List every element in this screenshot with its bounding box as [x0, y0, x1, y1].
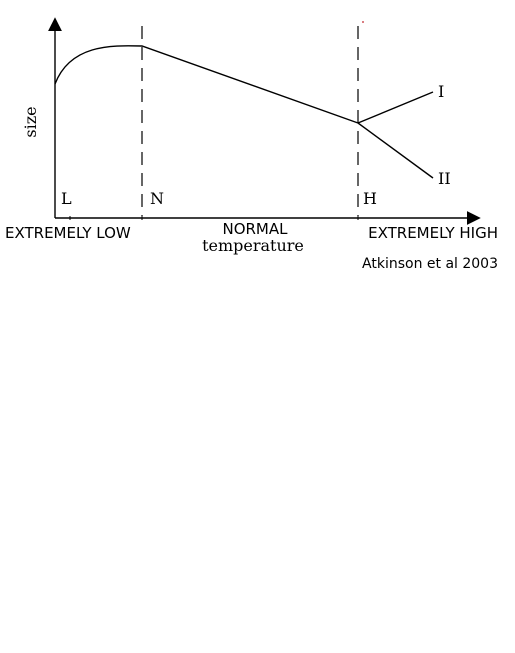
region-label-normal: NORMAL [222, 220, 288, 238]
size-curve [54, 45, 359, 124]
branch-two-line [357, 122, 434, 179]
branch-one-label: I [438, 82, 444, 101]
y-axis-label: size [21, 106, 40, 137]
branch-two-label: II [438, 169, 451, 188]
citation: Atkinson et al 2003 [362, 256, 498, 272]
marker-normal: N [150, 189, 164, 208]
marker-high: H [363, 189, 377, 208]
region-label-high: EXTREMELY HIGH [368, 224, 498, 242]
x-axis-label: temperature [202, 236, 304, 255]
region-label-low: EXTREMELY LOW [5, 224, 131, 242]
x-axis-ticks [69, 216, 359, 220]
branch-one-line [357, 91, 434, 124]
marker-low: L [61, 189, 72, 208]
